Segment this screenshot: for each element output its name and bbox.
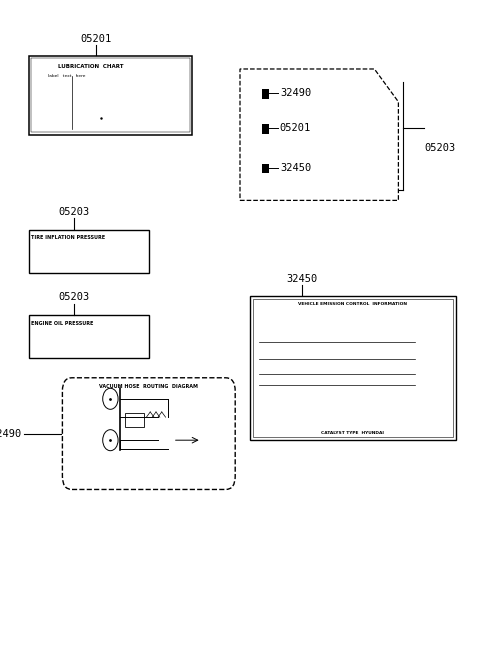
Text: 32490: 32490 [0, 428, 22, 439]
Bar [31, 58, 190, 132]
Text: 05203: 05203 [59, 292, 90, 302]
Bar [125, 413, 144, 427]
Bar [262, 124, 269, 134]
Text: VEHICLE EMISSION CONTROL  INFORMATION: VEHICLE EMISSION CONTROL INFORMATION [298, 302, 408, 306]
Text: 05201: 05201 [280, 123, 311, 133]
Text: ENGINE OIL PRESSURE: ENGINE OIL PRESSURE [31, 321, 94, 326]
Text: label   text   here: label text here [48, 74, 85, 78]
Bar [262, 164, 269, 173]
Text: CATALYST TYPE  HYUNDAI: CATALYST TYPE HYUNDAI [321, 431, 384, 435]
Bar [29, 315, 149, 358]
Text: 32490: 32490 [280, 87, 311, 98]
Text: TIRE INFLATION PRESSURE: TIRE INFLATION PRESSURE [31, 235, 105, 240]
Text: 32450: 32450 [280, 162, 311, 173]
Bar [253, 299, 453, 437]
Text: 32450: 32450 [287, 274, 318, 284]
Bar [262, 89, 269, 99]
Text: 05203: 05203 [425, 143, 456, 153]
Bar [29, 230, 149, 273]
Text: 05203: 05203 [59, 207, 90, 217]
Text: 05201: 05201 [80, 34, 112, 44]
Bar [29, 56, 192, 135]
Text: VACUUM HOSE  ROUTING  DIAGRAM: VACUUM HOSE ROUTING DIAGRAM [99, 384, 198, 390]
Text: LUBRICATION  CHART: LUBRICATION CHART [58, 64, 123, 69]
Bar [250, 296, 456, 440]
